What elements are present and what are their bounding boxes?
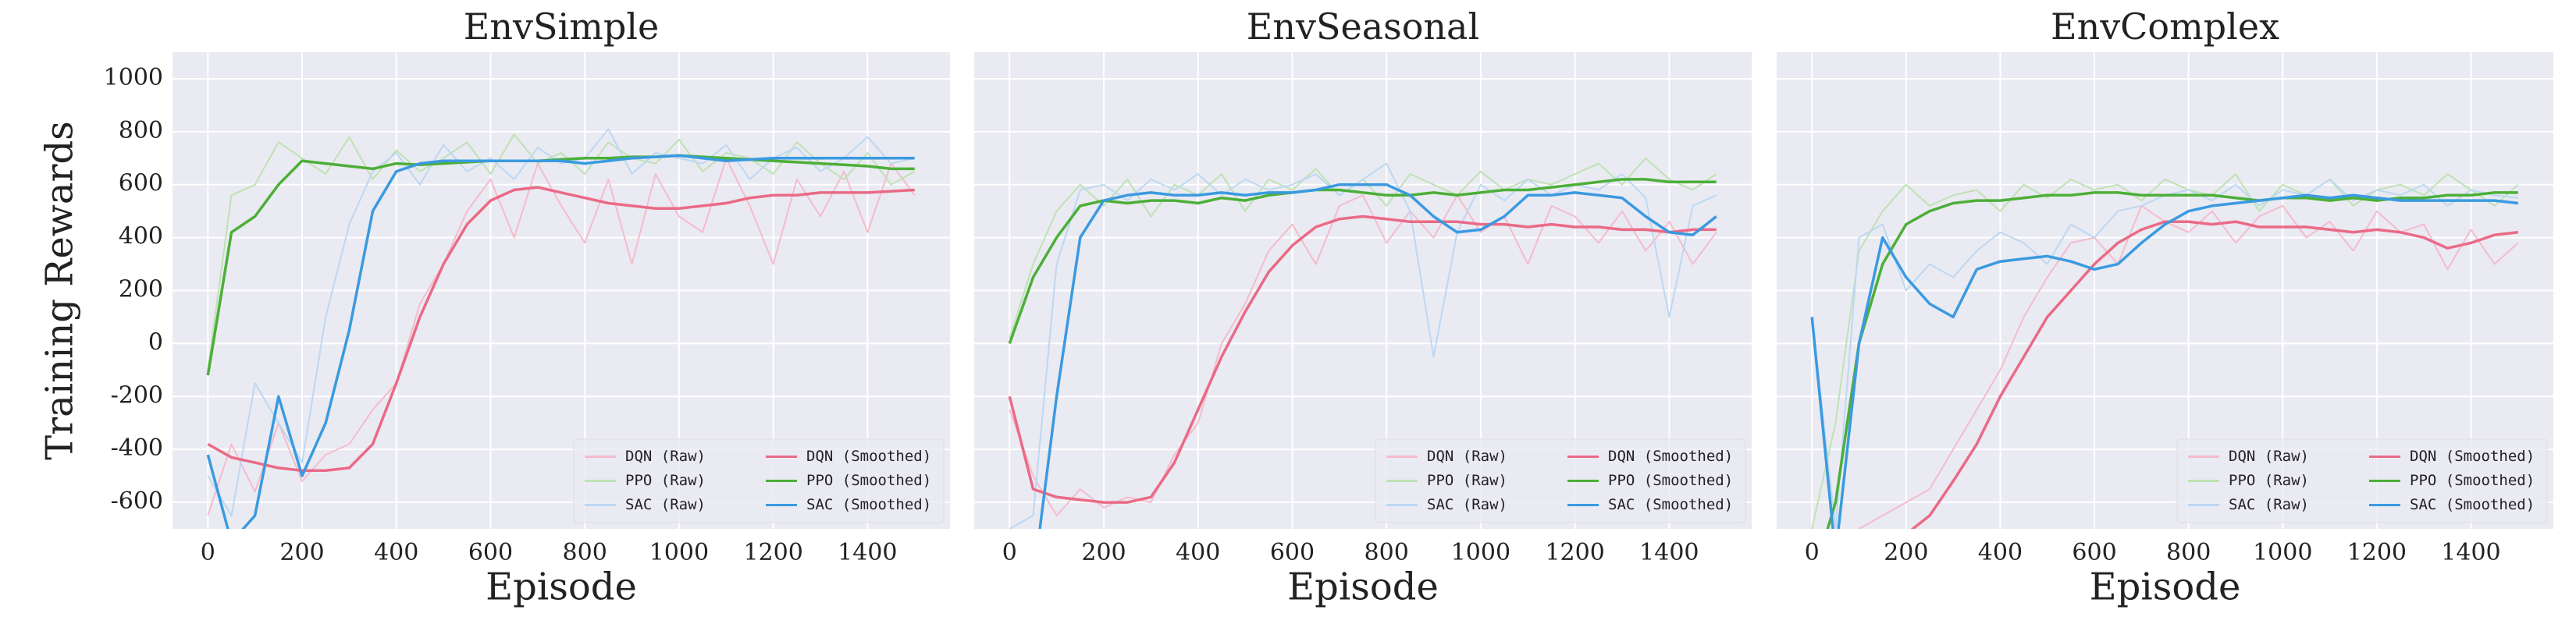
y-axis-label: Training Rewards [38, 121, 82, 460]
x-tick-label: 1400 [838, 539, 897, 566]
x-axis-label: Episode [1287, 566, 1439, 609]
x-tick-label: 1200 [2347, 539, 2407, 566]
x-tick-label: 1200 [743, 539, 802, 566]
line-series [1009, 194, 1717, 516]
legend-box [1375, 438, 1746, 523]
x-tick-label: 800 [2166, 539, 2211, 566]
x-tick-label: 200 [1081, 539, 1126, 566]
x-tick-label: 1000 [1451, 539, 1510, 566]
x-tick-label: 200 [279, 539, 324, 566]
x-tick-label: 0 [1002, 539, 1017, 566]
line-series [1009, 162, 1717, 529]
x-tick-label: 600 [1270, 539, 1315, 566]
subplot: -600 -400 -200 0 200 400 600 800 1000 0 200 400 600 8… [38, 5, 950, 609]
x-tick-label: 800 [1364, 539, 1409, 566]
legend-label: DQN (Smoothed) [806, 448, 931, 465]
line-series [1810, 193, 2518, 529]
line-series [206, 154, 915, 529]
subplot: 0 200 400 600 800 1000 1200 1400 EnvComplex Episo… [1777, 5, 2553, 609]
legend-label: PPO (Smoothed) [806, 472, 931, 489]
x-tick-label: 800 [563, 539, 607, 566]
y-tick-label: 600 [119, 170, 163, 197]
chart-title: EnvComplex [2051, 5, 2279, 48]
y-tick-label: 0 [148, 328, 163, 356]
line-series [1910, 220, 2518, 529]
legend-label: PPO (Raw) [2229, 472, 2309, 489]
legend-label: SAC (Smoothed) [2410, 496, 2535, 513]
legend: DQN (Raw) PPO (Raw) SAC (Raw) DQN (Smoothed… [1375, 438, 1746, 523]
line-series [1826, 191, 2518, 529]
subplot: 0 200 400 600 800 1000 1200 1400 EnvSeasonal Epis… [974, 5, 1752, 609]
legend-label: SAC (Smoothed) [806, 496, 931, 513]
legend-label: SAC (Raw) [625, 496, 706, 513]
x-axis-label: Episode [486, 566, 637, 609]
x-axis-label: Episode [2090, 566, 2241, 609]
legend-box [573, 438, 945, 523]
y-tick-label: -200 [111, 381, 163, 409]
legend-label: DQN (Smoothed) [2410, 448, 2535, 465]
legend-label: DQN (Raw) [625, 448, 706, 465]
x-tick-label: 200 [1884, 539, 1928, 566]
legend: DQN (Raw) PPO (Raw) SAC (Raw) DQN (Smoothed… [2176, 438, 2548, 523]
x-tick-label: 1200 [1545, 539, 1604, 566]
y-tick-label: -600 [111, 488, 163, 515]
y-tick-label: 200 [119, 276, 163, 303]
chart-title: EnvSeasonal [1247, 5, 1479, 48]
legend-label: SAC (Raw) [2229, 496, 2309, 513]
x-tick-label: 400 [1978, 539, 2023, 566]
legend-label: DQN (Smoothed) [1608, 448, 1733, 465]
y-tick-label: 400 [119, 223, 163, 250]
line-series [1008, 214, 1717, 504]
legend-label: PPO (Raw) [1427, 472, 1507, 489]
x-tick-label: 1400 [2441, 539, 2500, 566]
line-series [1008, 178, 1717, 344]
legend-label: PPO (Raw) [625, 472, 706, 489]
series-group [1810, 173, 2519, 529]
x-tick-label: 0 [201, 539, 215, 566]
line-series [1038, 183, 1717, 529]
y-tick-label: 800 [119, 117, 163, 144]
chart-title: EnvSimple [464, 5, 659, 48]
line-series [207, 186, 915, 473]
series-group [206, 128, 916, 529]
line-series [1811, 173, 2519, 529]
x-tick-label: 1400 [1639, 539, 1699, 566]
y-tick-label: -400 [111, 434, 163, 462]
x-tick-label: 600 [2072, 539, 2116, 566]
legend-label: DQN (Raw) [2229, 448, 2309, 465]
x-tick-label: 1000 [2253, 539, 2312, 566]
legend-label: SAC (Smoothed) [1608, 496, 1733, 513]
legend-label: DQN (Raw) [1427, 448, 1507, 465]
line-series [207, 133, 916, 370]
legend: DQN (Raw) PPO (Raw) SAC (Raw) DQN (Smoothed… [573, 438, 945, 523]
y-tick-label: 1000 [104, 64, 163, 91]
x-tick-label: 1000 [649, 539, 709, 566]
x-tick-label: 400 [374, 539, 418, 566]
legend-label: PPO (Smoothed) [1608, 472, 1733, 489]
x-tick-label: 0 [1805, 539, 1820, 566]
x-tick-label: 400 [1176, 539, 1220, 566]
x-tick-label: 600 [468, 539, 513, 566]
series-group [1008, 157, 1717, 529]
legend-label: SAC (Raw) [1427, 496, 1507, 513]
legend-label: PPO (Smoothed) [2410, 472, 2535, 489]
line-series [207, 128, 915, 516]
legend-box [2176, 438, 2548, 523]
line-series [207, 157, 916, 516]
